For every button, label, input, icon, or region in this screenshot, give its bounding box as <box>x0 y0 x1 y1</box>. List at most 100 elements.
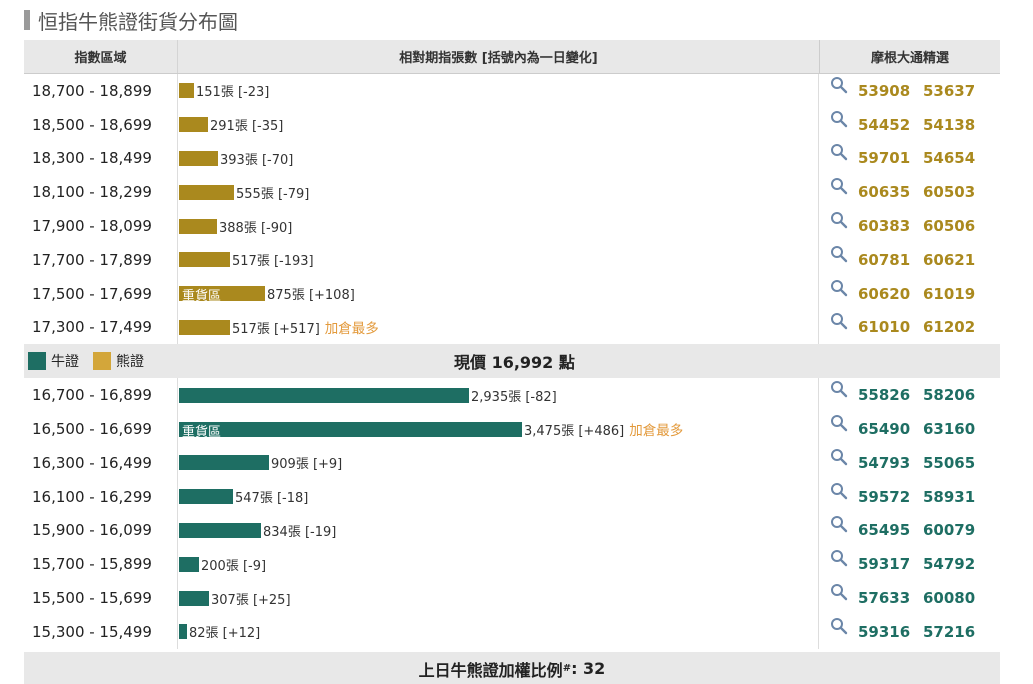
bear-contracts-bar <box>179 218 217 234</box>
bear-contracts-bar <box>179 117 208 133</box>
warrant-code-link[interactable]: 58206 <box>923 386 976 405</box>
warrant-code-link[interactable]: 61010 <box>858 318 911 337</box>
warrant-code-link[interactable]: 55065 <box>923 453 976 472</box>
search-icon[interactable] <box>830 583 848 601</box>
search-icon[interactable] <box>830 380 848 398</box>
search-icon[interactable] <box>830 414 848 432</box>
contracts-value: 393張 [-70] <box>220 152 294 168</box>
index-range: 16,500 - 16,699 <box>32 420 152 439</box>
warrant-code-link[interactable]: 54793 <box>858 453 911 472</box>
index-range: 17,700 - 17,899 <box>32 250 152 269</box>
bull-contracts-bar <box>179 455 269 471</box>
search-icon[interactable] <box>830 279 848 297</box>
search-icon[interactable] <box>830 515 848 533</box>
bear-table-row: 18,100 - 18,299 555張 [-79] 60635 60503 <box>24 175 1000 210</box>
search-icon[interactable] <box>830 177 848 195</box>
title-marker <box>24 10 30 30</box>
warrant-code-link[interactable]: 58931 <box>923 487 976 506</box>
legend-bear-label: 熊證 <box>116 354 144 371</box>
index-range: 17,500 - 17,699 <box>32 284 152 303</box>
bull-contracts-bar <box>179 590 209 606</box>
warrant-code-link[interactable]: 65495 <box>858 521 911 540</box>
search-icon[interactable] <box>830 617 848 635</box>
bull-section: 16,700 - 16,899 2,935張 [-82] 55826 58206 16,… <box>24 378 1000 649</box>
bull-contracts-bar <box>179 387 469 403</box>
search-icon[interactable] <box>830 549 848 567</box>
jpm-picks-cell: 60620 61019 <box>819 277 1000 311</box>
contracts-cell: 重貨區 875張 [+108] <box>177 276 819 311</box>
index-range: 18,300 - 18,499 <box>32 149 152 168</box>
warrant-code-link[interactable]: 54138 <box>923 115 976 134</box>
legend-bear-swatch <box>93 352 111 371</box>
warrant-code-link[interactable]: 59701 <box>858 149 911 168</box>
bull-table-row: 16,500 - 16,699 重貨區 3,475張 [+486] 加倉最多 65490… <box>24 412 1000 446</box>
bull-contracts-bar <box>179 624 187 640</box>
search-icon[interactable] <box>830 482 848 500</box>
legend-bull-swatch <box>28 352 46 371</box>
warrant-code-link[interactable]: 53908 <box>858 81 911 100</box>
warrant-code-link[interactable]: 57216 <box>923 622 976 641</box>
warrant-code-link[interactable]: 60503 <box>923 183 976 202</box>
bear-table-row: 18,700 - 18,899 151張 [-23] 53908 53637 <box>24 74 1000 108</box>
warrant-code-link[interactable]: 60621 <box>923 250 976 269</box>
bear-contracts-bar <box>179 252 230 268</box>
jpm-picks-cell: 55826 58206 <box>819 378 1000 412</box>
contracts-cell: 291張 [-35] <box>177 107 819 142</box>
warrant-code-link[interactable]: 60383 <box>858 217 911 236</box>
contracts-value: 151張 [-23] <box>196 85 270 101</box>
warrant-code-link[interactable]: 53637 <box>923 81 976 100</box>
contracts-value: 909張 [+9] <box>271 457 343 473</box>
warrant-code-link[interactable]: 65490 <box>858 420 911 439</box>
warrant-code-link[interactable]: 59316 <box>858 622 911 641</box>
index-range: 16,300 - 16,499 <box>32 453 152 472</box>
jpm-picks-cell: 59572 58931 <box>819 480 1000 514</box>
warrant-code-link[interactable]: 60506 <box>923 217 976 236</box>
warrant-code-link[interactable]: 60080 <box>923 589 976 608</box>
warrant-code-link[interactable]: 60635 <box>858 183 911 202</box>
legend-bull-label: 牛證 <box>51 354 79 371</box>
jpm-picks-cell: 65490 63160 <box>819 412 1000 446</box>
search-icon[interactable] <box>830 245 848 263</box>
search-icon[interactable] <box>830 448 848 466</box>
warrant-code-link[interactable]: 59317 <box>858 555 911 574</box>
contracts-value: 291張 [-35] <box>210 119 284 135</box>
search-icon[interactable] <box>830 143 848 161</box>
warrant-code-link[interactable]: 60079 <box>923 521 976 540</box>
warrant-code-link[interactable]: 55826 <box>858 386 911 405</box>
warrant-code-link[interactable]: 61019 <box>923 284 976 303</box>
warrant-code-link[interactable]: 61202 <box>923 318 976 337</box>
bull-contracts-bar <box>179 489 233 505</box>
contracts-value: 82張 [+12] <box>189 626 261 642</box>
heavy-zone-label: 重貨區 <box>182 289 222 305</box>
warrant-code-link[interactable]: 63160 <box>923 420 976 439</box>
bull-table-row: 16,700 - 16,899 2,935張 [-82] 55826 58206 <box>24 378 1000 413</box>
index-range: 17,900 - 18,099 <box>32 217 152 236</box>
warrant-code-link[interactable]: 59572 <box>858 487 911 506</box>
index-range: 15,700 - 15,899 <box>32 555 152 574</box>
index-range: 16,700 - 16,899 <box>32 386 152 405</box>
bear-contracts-bar: 重貨區 <box>179 286 265 305</box>
weighted-ratio-row: 上日牛熊證加權比例 # : 32 <box>24 651 1000 684</box>
jpm-picks-cell: 59317 54792 <box>819 547 1000 581</box>
most-added-note: 加倉最多 <box>324 321 379 338</box>
bull-contracts-bar <box>179 522 261 538</box>
warrant-code-link[interactable]: 54452 <box>858 115 911 134</box>
search-icon[interactable] <box>830 312 848 330</box>
warrant-code-link[interactable]: 57633 <box>858 589 911 608</box>
warrant-code-link[interactable]: 54654 <box>923 149 976 168</box>
search-icon[interactable] <box>830 110 848 128</box>
legend: 牛證 熊證 <box>24 351 158 371</box>
bull-table-row: 15,900 - 16,099 834張 [-19] 65495 60079 <box>24 513 1000 548</box>
most-added-note: 加倉最多 <box>629 423 684 440</box>
search-icon[interactable] <box>830 76 848 94</box>
jpm-picks-cell: 59316 57216 <box>819 615 1000 649</box>
search-icon[interactable] <box>830 211 848 229</box>
warrant-code-link[interactable]: 60781 <box>858 250 911 269</box>
warrant-code-link[interactable]: 60620 <box>858 284 911 303</box>
contracts-cell: 555張 [-79] <box>177 175 819 210</box>
contracts-cell: 517張 [-193] <box>177 242 819 277</box>
page-title: 恒指牛熊證街貨分布圖 <box>24 6 238 34</box>
index-range: 18,100 - 18,299 <box>32 183 152 202</box>
warrant-code-link[interactable]: 54792 <box>923 555 976 574</box>
bull-table-row: 16,300 - 16,499 909張 [+9] 54793 55065 <box>24 445 1000 480</box>
